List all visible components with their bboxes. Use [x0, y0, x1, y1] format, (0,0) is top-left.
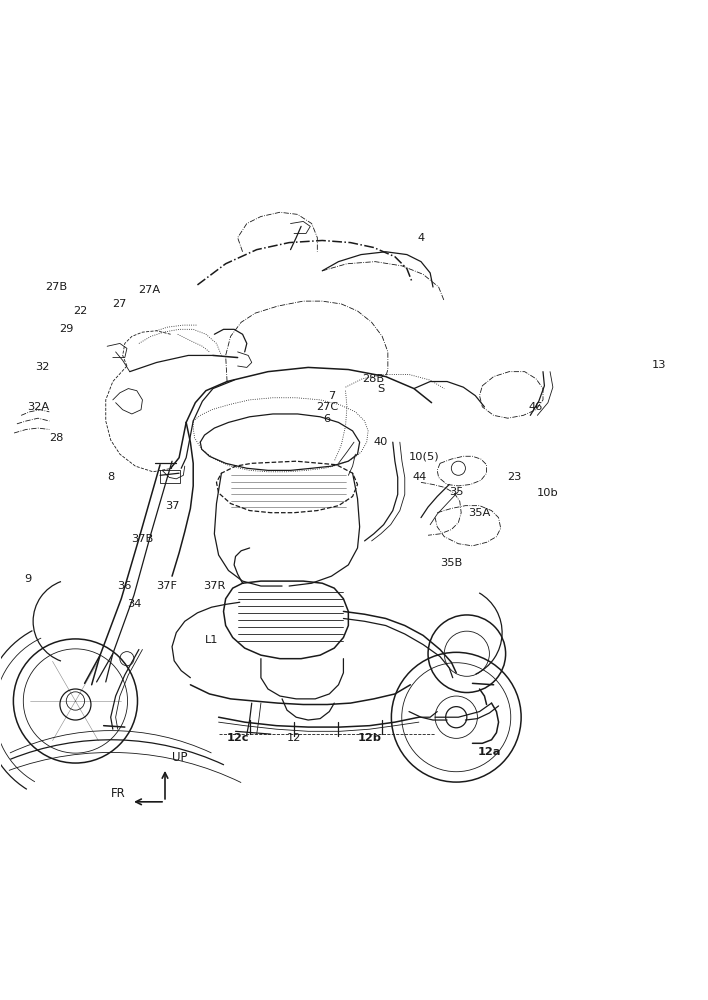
Text: 23: 23	[508, 472, 522, 482]
Text: UP: UP	[172, 751, 188, 764]
Text: 6: 6	[324, 414, 331, 424]
Text: 35A: 35A	[469, 508, 491, 518]
Text: 28B: 28B	[362, 374, 385, 384]
Text: 9: 9	[25, 574, 32, 584]
Text: 29: 29	[59, 324, 74, 334]
Text: 10b: 10b	[537, 488, 559, 498]
Text: 10(5): 10(5)	[409, 451, 440, 461]
Text: 27C: 27C	[316, 402, 338, 412]
Text: 12c: 12c	[227, 733, 249, 743]
Text: 46: 46	[529, 402, 543, 412]
Text: 40: 40	[374, 437, 388, 447]
Text: 22: 22	[73, 306, 88, 316]
Text: 34: 34	[127, 599, 141, 609]
Text: 7: 7	[328, 391, 335, 401]
Text: L1: L1	[205, 635, 218, 645]
Text: 37: 37	[165, 501, 179, 511]
Text: S: S	[377, 384, 384, 394]
Text: 37B: 37B	[131, 534, 154, 544]
Text: FR: FR	[110, 787, 125, 800]
Text: 32A: 32A	[27, 402, 49, 412]
Text: 37R: 37R	[203, 581, 226, 591]
Text: 28: 28	[50, 433, 64, 443]
Bar	[160, 470, 180, 483]
Text: 4: 4	[418, 233, 425, 243]
Text: 8: 8	[107, 472, 114, 482]
Text: 36: 36	[118, 581, 132, 591]
Text: 12: 12	[287, 733, 301, 743]
Text: 13: 13	[651, 360, 666, 370]
Text: 37F: 37F	[156, 581, 178, 591]
Text: 27: 27	[113, 299, 127, 309]
Text: 32: 32	[35, 362, 50, 372]
Text: 35: 35	[449, 487, 464, 497]
Text: 27B: 27B	[45, 282, 67, 292]
Text: 44: 44	[413, 472, 427, 482]
Text: 35B: 35B	[440, 558, 462, 568]
Text: 12a: 12a	[478, 747, 501, 757]
Text: 12b: 12b	[358, 733, 382, 743]
Text: 27A: 27A	[139, 285, 161, 295]
